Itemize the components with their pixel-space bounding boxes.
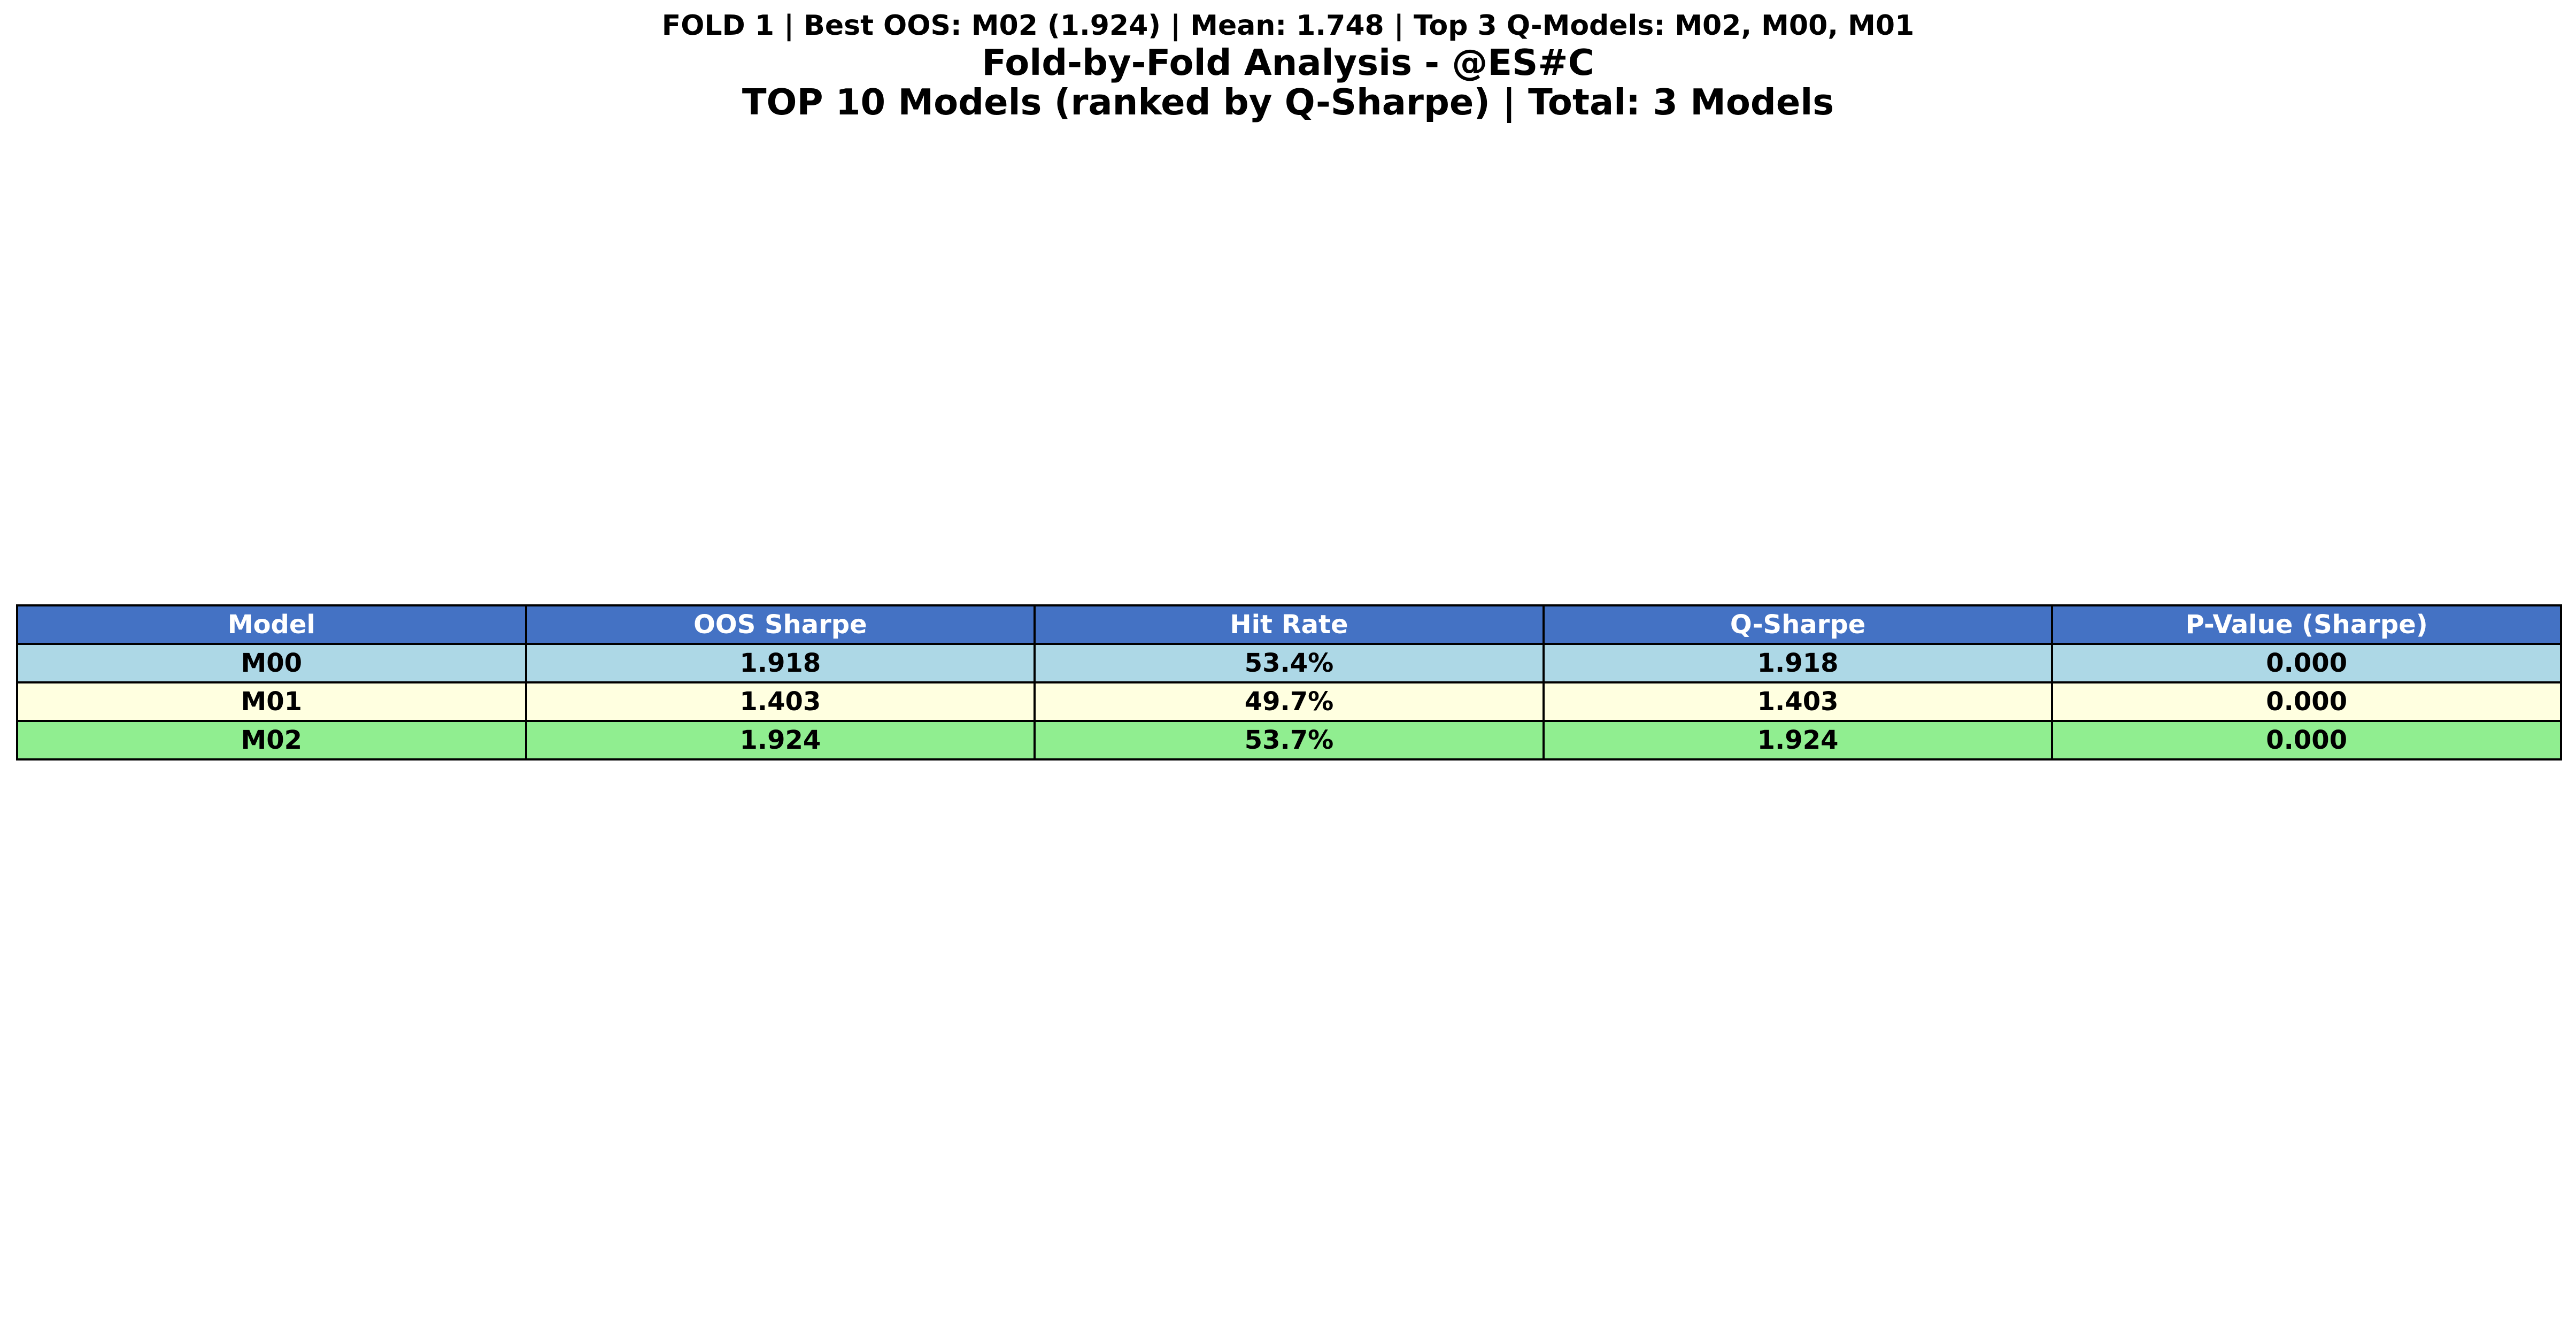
column-header: Hit Rate	[1034, 604, 1545, 645]
table-cell: M00	[16, 643, 527, 683]
table-cell: 1.924	[525, 720, 1036, 760]
model-results-table: Model OOS Sharpe Hit Rate Q-Sharpe P-Value (…	[16, 604, 2562, 760]
table-cell: 53.7%	[1034, 720, 1545, 760]
table-cell: 49.7%	[1034, 681, 1545, 722]
main-title: Fold-by-Fold Analysis - @ES#C	[982, 42, 1594, 83]
table-header-row: Model OOS Sharpe Hit Rate Q-Sharpe P-Value (…	[16, 604, 2562, 645]
table-cell: M02	[16, 720, 527, 760]
table-cell: 1.918	[1542, 643, 2054, 683]
column-header: Q-Sharpe	[1542, 604, 2054, 645]
table-cell: 0.000	[2051, 681, 2562, 722]
table-body: M00 1.918 53.4% 1.918 0.000 M01 1.403 49.7% 1.40…	[16, 643, 2562, 760]
table-cell: 0.000	[2051, 643, 2562, 683]
sub-title: TOP 10 Models (ranked by Q-Sharpe) | Tot…	[742, 81, 1834, 123]
table-cell: 53.4%	[1034, 643, 1545, 683]
table-row: M01 1.403 49.7% 1.403 0.000	[16, 681, 2562, 722]
table-cell: 1.403	[525, 681, 1036, 722]
column-header: Model	[16, 604, 527, 645]
table-cell: 0.000	[2051, 720, 2562, 760]
table-cell: 1.403	[1542, 681, 2054, 722]
column-header: OOS Sharpe	[525, 604, 1036, 645]
fold-summary-title: FOLD 1 | Best OOS: M02 (1.924) | Mean: 1…	[661, 10, 1915, 42]
table-cell: 1.918	[525, 643, 1036, 683]
table-row: M00 1.918 53.4% 1.918 0.000	[16, 643, 2562, 683]
table-row: M02 1.924 53.7% 1.924 0.000	[16, 720, 2562, 760]
table-cell: M01	[16, 681, 527, 722]
column-header: P-Value (Sharpe)	[2051, 604, 2562, 645]
table-cell: 1.924	[1542, 720, 2054, 760]
